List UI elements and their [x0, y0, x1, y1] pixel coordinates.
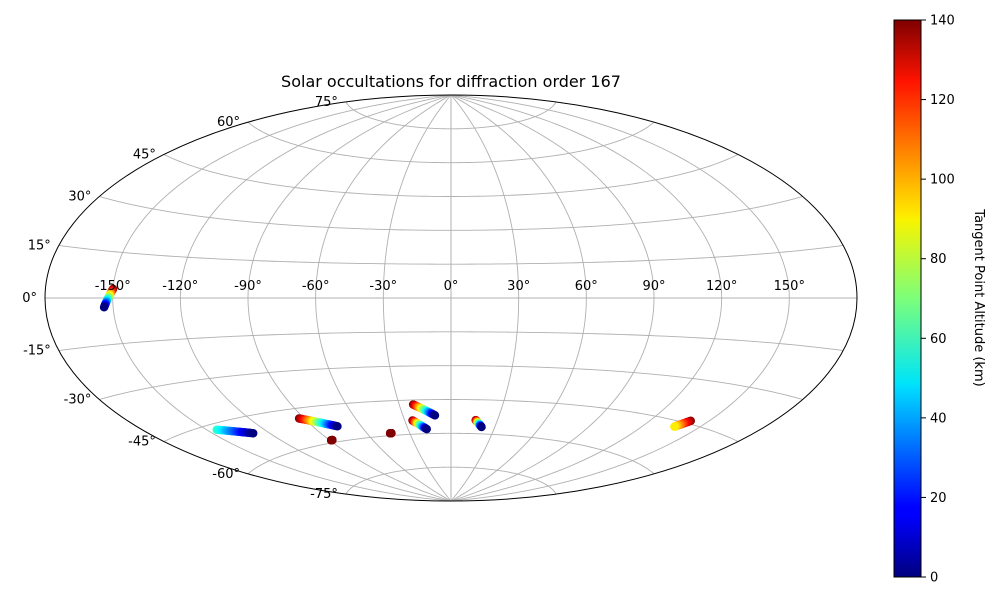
- latitude-tick-label: 15°: [28, 239, 51, 254]
- colorbar-tick-label: 100: [930, 173, 955, 188]
- occultation-point: [333, 422, 342, 431]
- latitude-tick-label: 60°: [217, 115, 240, 130]
- colorbar-tick-label: 60: [930, 332, 947, 347]
- latitude-tick-label: 30°: [68, 190, 91, 205]
- occultation-point: [328, 435, 337, 445]
- parallel-line: [247, 121, 655, 164]
- occultation-point: [249, 429, 258, 438]
- occultation-point: [387, 428, 396, 438]
- latitude-tick-labels: 75° 60° 45° 30° 15° 0° -15° -30° -45° -60° -75°: [22, 95, 338, 502]
- longitude-tick-label: -150°: [95, 279, 131, 294]
- colorbar-ticks: 0 20 40 60 80 100 120 140: [921, 14, 955, 586]
- colorbar-tick-label: 0: [930, 571, 938, 586]
- longitude-tick-label: -90°: [234, 279, 262, 294]
- colorbar-gradient: [893, 19, 922, 578]
- parallel-line: [99, 365, 803, 400]
- chart-title: Solar occultations for diffraction order…: [281, 72, 621, 91]
- latitude-tick-label: -60°: [212, 467, 240, 482]
- colorbar-tick-label: 20: [930, 491, 947, 506]
- colorbar: 0 20 40 60 80 100 120 140 Tangent Point Altitud…: [893, 14, 986, 586]
- occultation-point: [422, 424, 431, 434]
- latitude-tick-label: 45°: [133, 148, 156, 163]
- longitude-tick-labels: -150° -120° -90° -60° -30° 0° 30° 60° 90° 120° 150…: [95, 279, 805, 294]
- longitude-tick-label: 120°: [706, 279, 737, 294]
- longitude-tick-label: 150°: [774, 279, 805, 294]
- map-boundary: [44, 94, 858, 502]
- aitoff-map: -150° -120° -90° -60° -30° 0° 30° 60° 90° 120° 150…: [22, 94, 858, 502]
- longitude-tick-label: -30°: [369, 279, 397, 294]
- occultation-point: [670, 422, 679, 431]
- occultation-point: [477, 422, 486, 432]
- parallel-line: [345, 466, 557, 495]
- longitude-tick-label: 0°: [444, 279, 459, 294]
- graticule: [45, 95, 857, 501]
- colorbar-tick-label: 120: [930, 93, 955, 108]
- latitude-tick-label: 75°: [315, 95, 338, 110]
- colorbar-tick-label: 40: [930, 411, 947, 426]
- longitude-tick-label: -60°: [302, 279, 330, 294]
- parallel-line: [345, 101, 557, 130]
- parallel-line: [58, 331, 844, 351]
- parallel-line: [163, 154, 739, 197]
- colorbar-tick-label: 80: [930, 252, 947, 267]
- parallel-line: [99, 196, 803, 231]
- parallel-line: [247, 432, 655, 475]
- latitude-tick-label: -45°: [128, 435, 156, 450]
- latitude-tick-label: 0°: [22, 291, 37, 306]
- longitude-tick-label: -120°: [162, 279, 198, 294]
- occultation-point: [430, 411, 440, 420]
- colorbar-label: Tangent Point Altitude (km): [971, 208, 986, 386]
- longitude-tick-label: 90°: [642, 279, 665, 294]
- parallel-line: [163, 399, 739, 442]
- longitude-tick-label: 60°: [575, 279, 598, 294]
- occultation-point: [99, 303, 109, 312]
- parallel-line: [58, 245, 844, 265]
- colorbar-tick-label: 140: [930, 14, 955, 29]
- latitude-tick-label: -75°: [310, 487, 338, 502]
- latitude-tick-label: -15°: [23, 344, 51, 359]
- latitude-tick-label: -30°: [64, 393, 92, 408]
- longitude-tick-label: 30°: [507, 279, 530, 294]
- occultation-points: [99, 284, 696, 445]
